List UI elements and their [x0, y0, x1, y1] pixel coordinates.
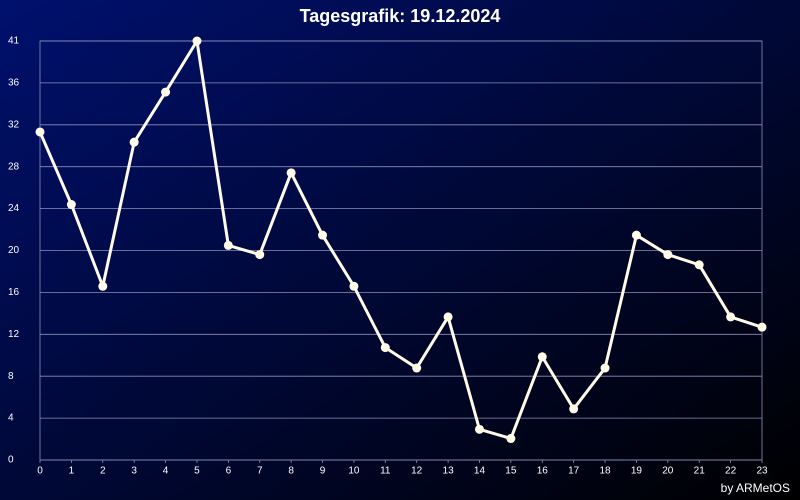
x-tick-label: 2 [100, 466, 106, 477]
x-tick-label: 16 [537, 466, 549, 477]
x-tick-label: 1 [69, 466, 75, 477]
x-tick-label: 19 [631, 466, 643, 477]
point [98, 281, 108, 291]
point [694, 260, 704, 270]
x-tick-label: 4 [163, 466, 169, 477]
x-tick-label: 14 [474, 466, 486, 477]
y-tick-label: 32 [8, 119, 20, 130]
y-tick-label: 36 [8, 78, 20, 89]
point [663, 250, 673, 260]
point [161, 87, 171, 97]
point [726, 312, 736, 322]
point [349, 281, 359, 291]
x-tick-label: 12 [411, 466, 423, 477]
point [537, 352, 547, 362]
y-tick-label: 24 [8, 203, 20, 214]
point [569, 404, 579, 414]
line [38, 39, 763, 441]
x-tick-label: 10 [348, 466, 360, 477]
point [600, 363, 610, 373]
x-tick-label: 15 [505, 466, 517, 477]
y-tick-label: 12 [8, 329, 20, 340]
x-tick-label: 9 [320, 466, 326, 477]
point [631, 230, 641, 240]
x-tick-label: 18 [599, 466, 611, 477]
x-tick-label: 5 [194, 466, 200, 477]
point [192, 36, 202, 46]
y-tick-label: 4 [8, 413, 14, 424]
x-tick-label: 20 [662, 466, 674, 477]
x-tick-label: 17 [568, 466, 580, 477]
x-tick-label: 7 [257, 466, 263, 477]
x-tick-label: 11 [380, 466, 391, 477]
chart-title: Tagesgrafik: 19.12.2024 [300, 6, 501, 26]
x-tick-label: 0 [37, 466, 43, 477]
point [412, 363, 422, 373]
point [286, 168, 296, 178]
point [66, 200, 76, 210]
point [443, 312, 453, 322]
y-tick-label: 0 [8, 455, 14, 466]
point [380, 343, 390, 353]
x-tick-label: 6 [226, 466, 232, 477]
y-tick-label: 41 [8, 36, 20, 47]
point [35, 127, 45, 137]
y-tick-label: 8 [8, 371, 14, 382]
point [255, 250, 265, 260]
x-tick-label: 13 [443, 466, 455, 477]
y-tick-label: 16 [8, 287, 20, 298]
point [223, 240, 233, 250]
y-tick-label: 20 [8, 245, 20, 256]
point [318, 230, 328, 240]
point [506, 434, 516, 444]
point [757, 322, 767, 332]
x-tick-label: 22 [725, 466, 737, 477]
plot-frame [39, 40, 763, 461]
y-tick-label: 28 [8, 161, 20, 172]
x-tick-label: 8 [288, 466, 294, 477]
x-tick-label: 3 [131, 466, 137, 477]
x-tick-label: 23 [756, 466, 768, 477]
footer: by ARMetOS [721, 481, 790, 495]
x-tick-label: 21 [694, 466, 706, 477]
point [474, 424, 484, 434]
point [129, 137, 139, 147]
